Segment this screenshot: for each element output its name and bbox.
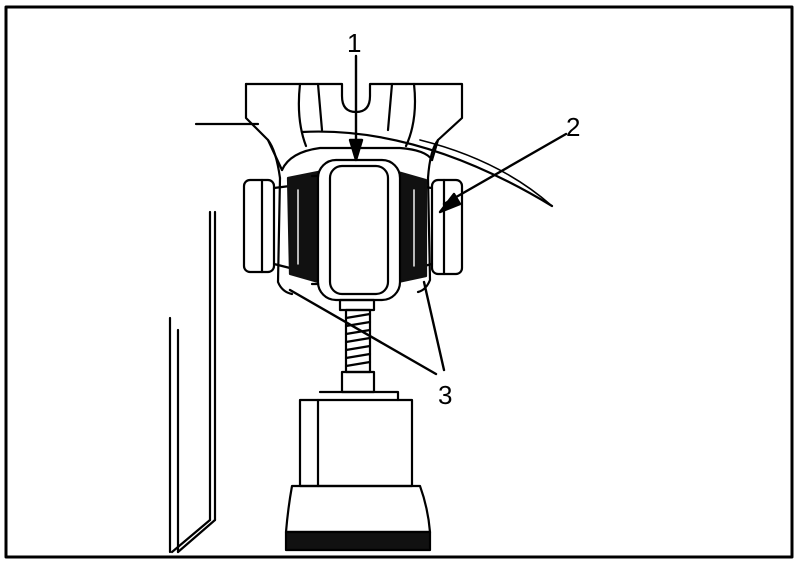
callout-1-arrowhead (348, 138, 364, 162)
frame-border (4, 5, 794, 559)
callout-3-leader-left (288, 288, 438, 376)
press-adapter (310, 158, 402, 302)
rubber-bushing (286, 170, 428, 284)
callout-3-leader-right (422, 280, 446, 372)
callout-3-label: 3 (438, 380, 452, 410)
callout-1-label: 1 (347, 28, 361, 58)
left-ear (242, 178, 292, 274)
threaded-rod (338, 298, 376, 394)
callout-2-label: 2 (566, 112, 580, 142)
side-bracket (168, 210, 217, 554)
control-arm-clevis (194, 82, 554, 208)
callout-2-arrowhead (438, 192, 462, 214)
press-base (284, 390, 432, 552)
callout-2-leader (442, 132, 568, 206)
callout-leaders (288, 54, 568, 376)
